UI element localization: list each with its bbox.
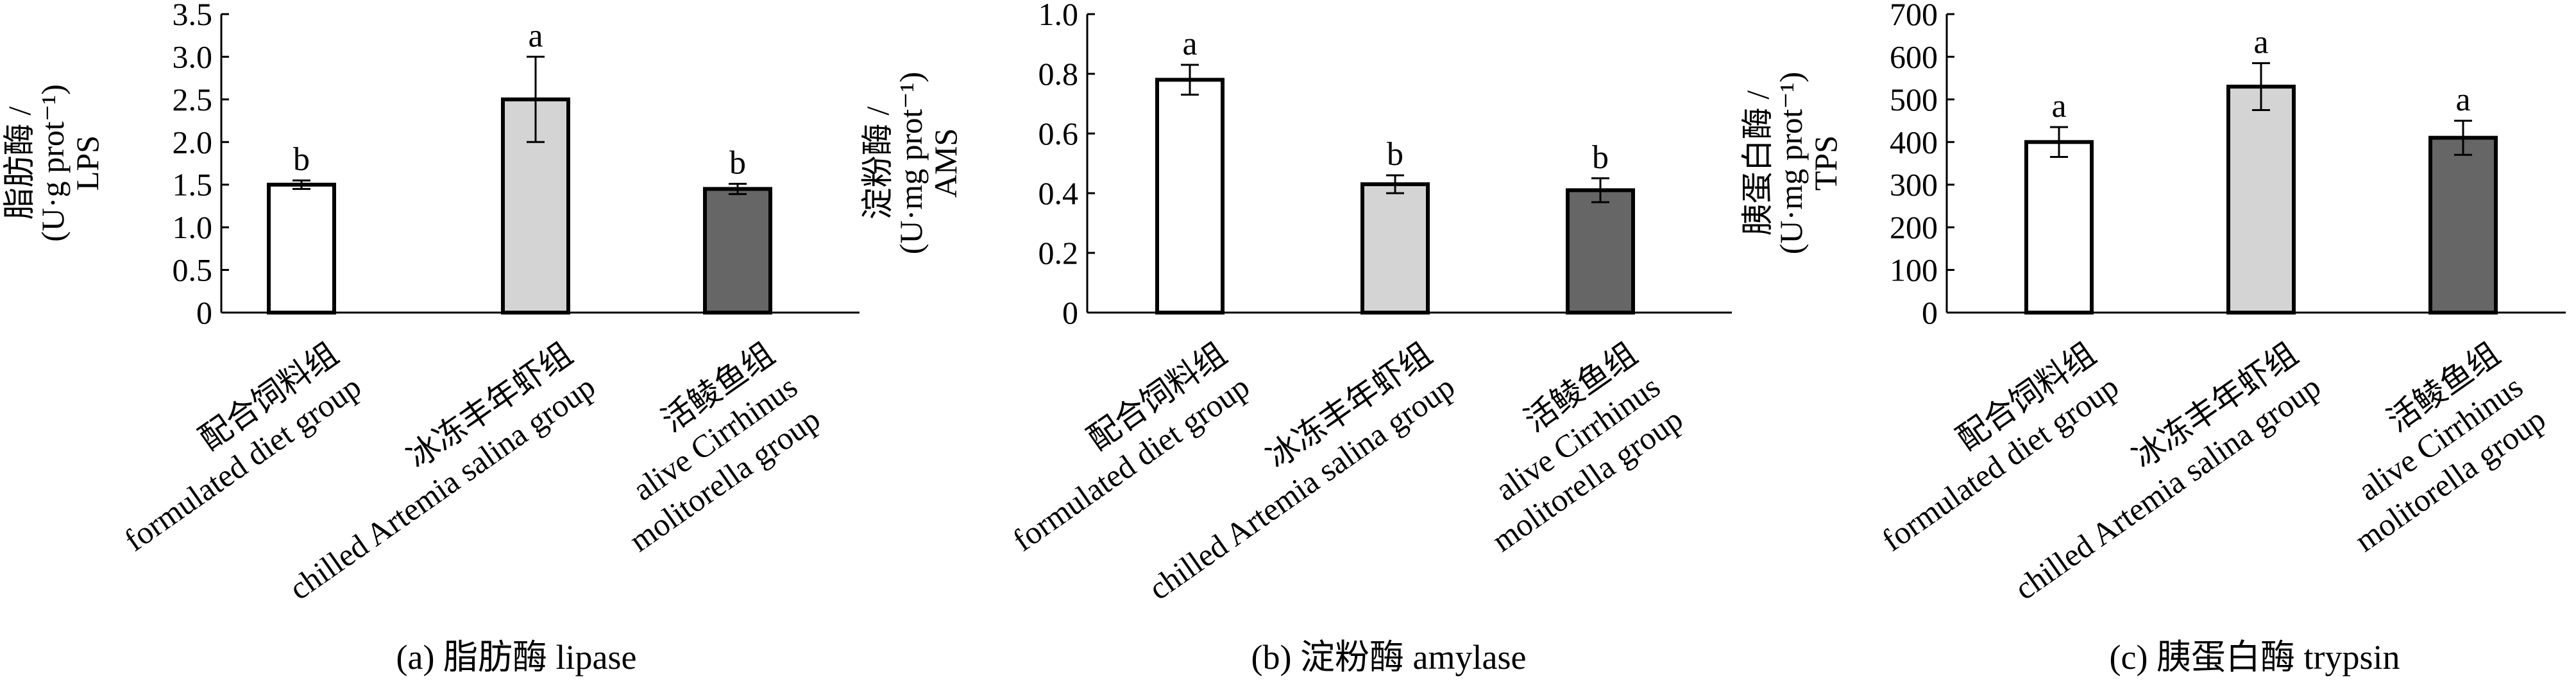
panel-caption: (b) 淀粉酶 amylase xyxy=(1251,638,1527,677)
y-axis-label-line: TPS xyxy=(1808,135,1843,191)
significance-label: b xyxy=(293,141,310,178)
y-tick-label: 600 xyxy=(1890,39,1938,74)
y-tick-label: 1.0 xyxy=(173,209,213,245)
bar xyxy=(703,187,772,315)
y-tick-label: 700 xyxy=(1890,0,1938,32)
y-tick-label: 200 xyxy=(1890,209,1938,245)
y-axis-label-line: (U·mg prot⁻¹) xyxy=(893,72,929,254)
y-tick-label: 3.5 xyxy=(173,0,213,32)
y-tick-label: 100 xyxy=(1890,252,1938,288)
chart-panel-0: 0 0.5 1.0 1.5 2.0 2.5 3.0 3.5 脂肪酶 /(U·g prot⁻¹)L… xyxy=(1,0,860,677)
panel-caption: (c) 胰蛋白酶 trypsin xyxy=(2110,638,2400,677)
y-tick-label: 0 xyxy=(196,295,212,331)
y-tick-label: 0.6 xyxy=(1038,116,1079,151)
significance-label: b xyxy=(1387,136,1403,173)
bar xyxy=(2226,84,2296,315)
panel-caption: (a) 脂肪酶 lipase xyxy=(396,638,637,677)
y-tick-label: 2.0 xyxy=(173,124,213,160)
significance-label: a xyxy=(2455,82,2470,118)
y-tick-label: 1.0 xyxy=(1038,0,1079,32)
bar xyxy=(1155,78,1224,315)
y-axis-label-line: (U·g prot⁻¹) xyxy=(35,84,71,241)
y-tick-label: 0.4 xyxy=(1038,175,1079,211)
chart-panel-2: 0 100 200 300 400 500 600 700 胰蛋白酶 /(U·mg prot⁻¹… xyxy=(1740,0,2566,677)
significance-label: a xyxy=(2051,88,2066,125)
bar xyxy=(501,97,570,315)
y-tick-label: 0 xyxy=(1922,295,1938,331)
significance-label: b xyxy=(729,144,746,181)
bar xyxy=(1360,182,1430,315)
y-tick-label: 2.5 xyxy=(173,82,213,117)
bar xyxy=(267,182,336,315)
y-tick-label: 0.2 xyxy=(1038,235,1079,271)
y-tick-label: 400 xyxy=(1890,124,1938,160)
y-tick-label: 0.5 xyxy=(173,252,213,288)
y-tick-label: 300 xyxy=(1890,167,1938,203)
bar xyxy=(1566,188,1635,315)
significance-label: b xyxy=(1592,139,1609,176)
chart-panel-1: 0 0.2 0.4 0.6 0.8 1.0 淀粉酶 /(U·mg prot⁻¹)AMS a b b… xyxy=(860,0,1732,677)
bar xyxy=(2024,140,2094,315)
significance-label: a xyxy=(2253,24,2268,60)
y-axis-label-line: 脂肪酶 / xyxy=(1,107,37,220)
significance-label: a xyxy=(1182,26,1197,62)
y-axis-label-line: LPS xyxy=(69,135,105,191)
y-axis-label-line: 淀粉酶 / xyxy=(860,107,895,220)
y-tick-label: 500 xyxy=(1890,82,1938,117)
y-tick-label: 1.5 xyxy=(173,167,213,203)
y-tick-label: 3.0 xyxy=(173,39,213,74)
bar xyxy=(2428,135,2498,315)
y-tick-label: 0 xyxy=(1062,295,1078,331)
y-axis-label-line: AMS xyxy=(928,128,963,198)
significance-label: a xyxy=(528,17,543,54)
y-axis-label-line: (U·mg prot⁻¹) xyxy=(1773,72,1809,254)
y-axis-label-line: 胰蛋白酶 / xyxy=(1740,91,1775,236)
y-tick-label: 0.8 xyxy=(1038,56,1079,92)
